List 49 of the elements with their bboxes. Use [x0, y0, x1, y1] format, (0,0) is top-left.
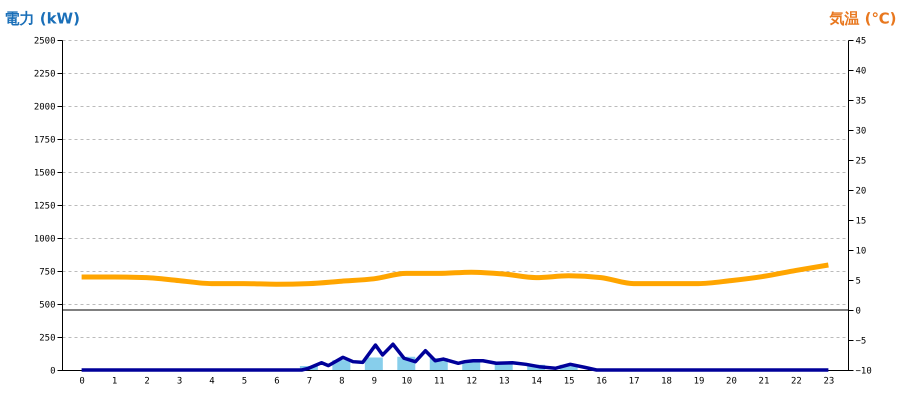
x-tick-label: 5 — [242, 376, 248, 386]
y-axis-title: 電力 (kW) — [4, 10, 80, 28]
y2-tick-label: 30 — [856, 126, 866, 136]
x-tick-label: 23 — [823, 376, 834, 386]
y2-tick-label: 25 — [856, 156, 866, 166]
y-tick-label: 2500 — [34, 36, 56, 46]
x-tick-label: 19 — [694, 376, 704, 386]
y-tick-label: 1250 — [34, 202, 56, 212]
y2-tick-label: 20 — [856, 186, 866, 196]
y-tick-label: 2250 — [34, 70, 56, 80]
y-tick-label: 250 — [39, 334, 56, 344]
y2-axis-title: 気温 (℃) — [828, 10, 896, 28]
x-tick-label: 14 — [531, 376, 542, 386]
x-tick-label: 2 — [144, 376, 150, 386]
y2-tick-label: 45 — [856, 36, 866, 46]
x-tick-label: 1 — [112, 376, 118, 386]
x-tick-label: 17 — [628, 376, 640, 386]
x-tick-label: 15 — [564, 376, 575, 386]
x-tick-label: 12 — [466, 376, 478, 386]
y2-tick-label: −5 — [856, 336, 866, 346]
x-tick-label: 6 — [274, 376, 280, 386]
x-tick-label: 20 — [726, 376, 737, 386]
y2-tick-label: 35 — [856, 96, 866, 106]
y2-tick-label: 0 — [856, 306, 861, 316]
y-tick-label: 750 — [39, 268, 56, 278]
y-tick-label: 0 — [50, 366, 56, 376]
x-tick-label: 10 — [401, 376, 412, 386]
y2-tick-label: −10 — [856, 366, 872, 376]
y-tick-label: 2000 — [34, 102, 56, 112]
y2-tick-label: 10 — [856, 246, 866, 256]
x-tick-label: 4 — [209, 376, 215, 386]
x-tick-label: 18 — [661, 376, 672, 386]
x-tick-label: 13 — [498, 376, 510, 386]
y-tick-label: 1500 — [34, 168, 56, 178]
x-tick-label: 9 — [372, 376, 378, 386]
y-tick-label: 1000 — [34, 234, 56, 244]
x-tick-label: 21 — [758, 376, 770, 386]
x-tick-label: 16 — [596, 376, 608, 386]
x-tick-label: 22 — [791, 376, 802, 386]
x-tick-label: 8 — [339, 376, 345, 386]
y-tick-label: 500 — [39, 300, 56, 310]
y2-tick-label: 15 — [856, 216, 866, 226]
y-tick-label: 1750 — [34, 136, 56, 146]
y2-tick-label: 5 — [856, 276, 861, 286]
x-tick-label: 7 — [306, 376, 312, 386]
y2-tick-label: 40 — [856, 66, 866, 76]
x-tick-label: 11 — [434, 376, 445, 386]
x-tick-label: 3 — [176, 376, 182, 386]
x-tick-label: 0 — [79, 376, 85, 386]
